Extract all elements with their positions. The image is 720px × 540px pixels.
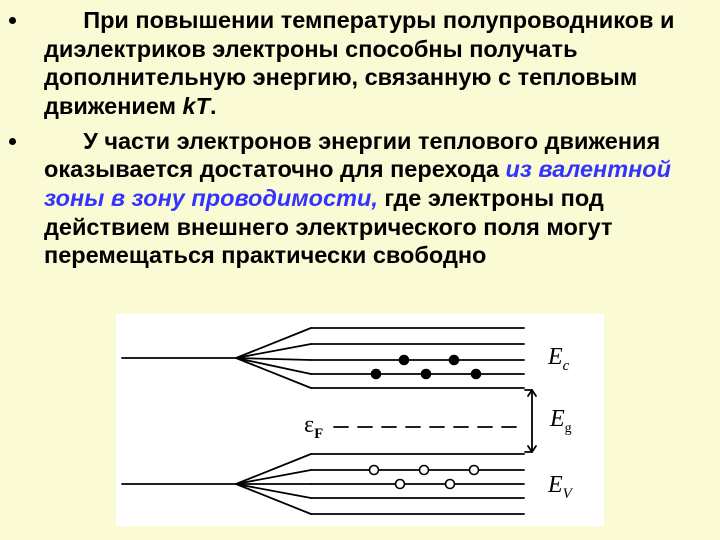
label-Eg-sub: g xyxy=(565,421,572,436)
label-fermi-eps: ε xyxy=(304,412,314,438)
slide: При повышении температуры полупроводнико… xyxy=(0,0,720,540)
band-diagram: Ec Eg EV εF xyxy=(116,314,604,526)
label-Ev-E: E xyxy=(548,472,563,498)
bullet-1-kT: kT xyxy=(183,93,210,119)
label-Ec: Ec xyxy=(548,344,569,375)
bullet-1: При повышении температуры полупроводнико… xyxy=(30,6,702,121)
label-Ec-sub: c xyxy=(563,358,570,374)
bullet-list: При повышении температуры полупроводнико… xyxy=(18,6,702,270)
band-diagram-svg xyxy=(116,314,604,526)
label-Eg: Eg xyxy=(550,406,572,437)
label-Ec-E: E xyxy=(548,344,563,370)
label-Ev: EV xyxy=(548,472,572,503)
label-fermi: εF xyxy=(304,412,323,443)
bullet-2: У части электронов энергии теплового дви… xyxy=(30,127,702,270)
bullet-1-text-b: . xyxy=(210,93,217,119)
label-Eg-E: E xyxy=(550,406,565,432)
bullet-1-text-a: При повышении температуры полупроводнико… xyxy=(44,7,681,119)
figure-container: Ec Eg EV εF xyxy=(0,314,720,531)
label-Ev-sub: V xyxy=(563,486,572,502)
label-fermi-sub: F xyxy=(314,426,323,442)
